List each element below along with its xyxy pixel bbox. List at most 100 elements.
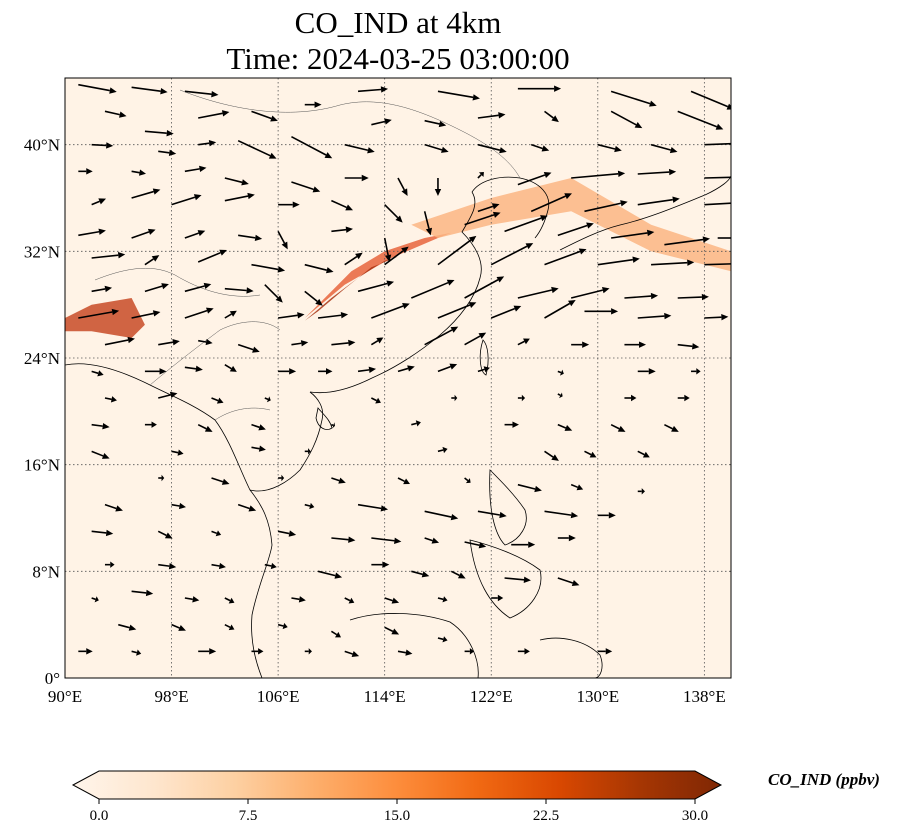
wind-arrow — [304, 448, 311, 455]
wind-arrow — [264, 396, 271, 403]
wind-arrow — [291, 181, 321, 193]
wind-arrow — [704, 313, 729, 321]
wind-arrow — [344, 650, 360, 658]
wind-arrow — [597, 256, 640, 266]
wind-arrow — [171, 623, 186, 631]
wind-arrow — [624, 341, 647, 348]
wind-arrow — [511, 541, 536, 548]
wind-arrow — [91, 529, 114, 537]
wind-arrow — [131, 228, 156, 239]
wind-arrow — [224, 287, 254, 294]
wind-arrow — [557, 222, 594, 237]
wind-arrow — [184, 307, 214, 319]
wind-arrow — [91, 450, 110, 459]
wind-arrow — [477, 112, 506, 119]
wind-arrow — [584, 450, 597, 458]
latitude-tick-labels: 40°N 32°N 24°N 16°N 8°N 0° — [24, 136, 60, 688]
wind-arrow — [584, 200, 628, 213]
wind-arrow — [544, 450, 559, 461]
wind-arrow — [238, 234, 263, 242]
wind-arrow — [544, 510, 579, 519]
wind-arrow — [171, 194, 202, 206]
border-himalaya — [94, 268, 261, 297]
wind-arrow — [397, 477, 410, 485]
wind-arrow — [198, 110, 230, 119]
wind-arrow — [91, 370, 104, 377]
wind-arrow — [477, 366, 490, 373]
wind-arrow — [477, 143, 507, 154]
wind-arrow — [437, 446, 448, 454]
wind-arrow — [184, 596, 200, 603]
taiwan-island — [479, 339, 489, 376]
wind-arrow — [491, 594, 504, 602]
wind-arrow — [637, 196, 680, 206]
wind-arrow — [397, 649, 413, 656]
wind-arrow — [624, 394, 637, 402]
wind-arrow — [211, 477, 230, 485]
wind-arrow — [464, 541, 487, 549]
wind-arrow — [437, 302, 477, 319]
wind-arrow — [384, 204, 403, 223]
wind-arrow — [251, 110, 278, 122]
wind-arrow — [184, 365, 203, 372]
wind-arrow — [557, 534, 576, 542]
wind-arrow — [477, 203, 500, 213]
wind-arrow — [571, 170, 626, 179]
china-coast — [309, 191, 482, 394]
wind-arrow — [411, 570, 430, 578]
wind-arrow — [78, 648, 93, 655]
lat-tick-label: 8°N — [32, 562, 60, 581]
wind-arrow — [184, 165, 207, 173]
lon-tick-label: 138°E — [683, 687, 726, 706]
wind-arrow — [677, 394, 690, 402]
wind-arrow — [464, 276, 505, 299]
wind-arrow — [131, 649, 142, 656]
wind-arrow — [637, 450, 650, 458]
wind-arrow — [477, 510, 507, 519]
wind-arrow — [158, 562, 177, 570]
wind-arrow — [184, 230, 206, 239]
wind-arrow — [530, 193, 572, 213]
wind-arrow — [318, 368, 333, 375]
border-laos — [214, 407, 271, 421]
lon-tick-label: 98°E — [154, 687, 188, 706]
lat-tick-label: 40°N — [24, 136, 60, 155]
wind-arrow — [437, 363, 458, 373]
wind-arrow — [530, 143, 550, 152]
wind-arrow — [104, 110, 127, 118]
wind-arrow — [384, 597, 400, 604]
wind-arrow — [357, 280, 395, 293]
wind-arrow — [624, 292, 659, 300]
wind-arrow — [464, 648, 475, 655]
wind-arrow — [91, 142, 114, 149]
wind-arrow — [610, 423, 626, 432]
wind-arrow — [157, 530, 173, 539]
wind-arrow — [78, 228, 106, 237]
wind-arrow — [437, 636, 448, 643]
wind-arrow — [144, 421, 157, 428]
wind-arrow — [651, 259, 695, 266]
wind-arrow — [677, 293, 709, 301]
wind-arrow — [557, 369, 564, 376]
wind-arrow — [570, 483, 584, 491]
wind-arrow — [517, 648, 530, 655]
wind-arrow — [490, 305, 522, 319]
wind-arrow — [91, 251, 126, 259]
longitude-tick-labels: 90°E 98°E 106°E 114°E 122°E 130°E 138°E — [48, 687, 726, 706]
borneo-coast — [349, 613, 479, 678]
wind-arrow — [237, 503, 257, 512]
wind-arrow — [717, 237, 731, 239]
wind-arrow — [357, 503, 389, 512]
wind-arrow — [424, 119, 447, 128]
wind-arrow — [344, 174, 369, 182]
wind-arrow — [158, 474, 165, 482]
wind-arrow — [371, 118, 392, 126]
wind-arrow — [104, 503, 123, 512]
japan-coast — [559, 174, 731, 251]
wind-arrow — [277, 530, 297, 537]
map-panel — [65, 78, 731, 678]
wind-arrow — [171, 449, 184, 456]
wind-arrow — [224, 310, 237, 319]
wind-arrow — [264, 562, 277, 570]
wind-arrow — [158, 149, 177, 156]
